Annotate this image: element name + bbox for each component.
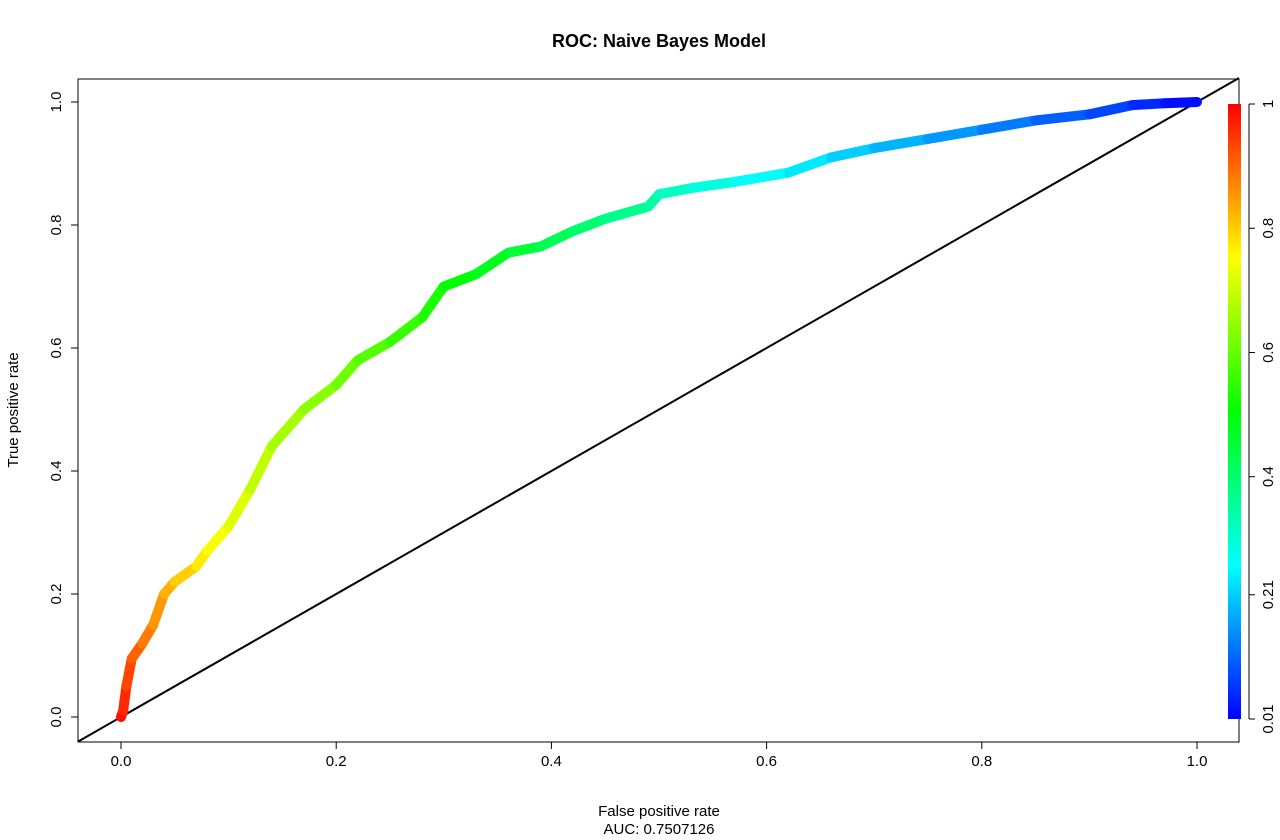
y-tick-label: 1.0 — [48, 92, 65, 113]
roc-point — [357, 359, 359, 361]
roc-segment — [729, 167, 794, 187]
diagonal-reference-line — [77, 77, 1240, 743]
roc-segment — [331, 355, 363, 390]
y-tick-label: 0.2 — [48, 584, 65, 605]
roc-point — [927, 138, 929, 140]
roc-point — [228, 525, 230, 527]
roc-point — [195, 565, 197, 567]
roc-segment — [567, 213, 611, 237]
roc-point — [572, 230, 574, 232]
colorbar-tick-label: 1 — [1260, 100, 1277, 108]
roc-point — [1164, 102, 1166, 104]
colorbar-tick-label: 0.21 — [1260, 580, 1277, 609]
roc-point — [830, 156, 832, 158]
roc-point — [152, 624, 154, 626]
roc-point — [1131, 104, 1133, 106]
y-axis-label: True positive rate — [5, 352, 22, 467]
roc-point — [303, 409, 305, 410]
roc-segment — [438, 269, 482, 292]
roc-segment — [976, 115, 1041, 135]
roc-segment — [1127, 98, 1170, 111]
roc-segment — [600, 201, 654, 224]
roc-point — [125, 685, 127, 687]
roc-point — [1035, 119, 1037, 121]
roc-point — [690, 187, 692, 189]
roc-point — [271, 445, 273, 447]
x-tick-label: 0.0 — [111, 753, 132, 770]
roc-point — [335, 384, 337, 386]
roc-segment — [266, 404, 309, 452]
roc-point — [787, 172, 789, 174]
colorbar-tick-label: 0.8 — [1260, 218, 1277, 239]
roc-point — [733, 181, 735, 183]
roc-point — [658, 193, 660, 195]
roc-point — [475, 273, 477, 275]
roc-segment — [245, 441, 277, 495]
y-tick-label: 0.4 — [48, 461, 65, 482]
x-tick-label: 0.2 — [326, 753, 347, 770]
y-tick-label: 0.0 — [48, 707, 65, 728]
roc-segment — [385, 312, 428, 347]
roc-point — [1088, 113, 1090, 115]
roc-segment — [923, 124, 987, 144]
roc-point — [540, 246, 542, 248]
roc-segment — [352, 336, 395, 366]
roc-point — [131, 658, 133, 660]
colorbar-tick-label: 0.6 — [1260, 342, 1277, 363]
roc-segment — [148, 589, 170, 630]
colorbar-axis: 0.01 0.21 0.4 0.6 0.8 1 — [1248, 100, 1277, 734]
roc-point — [443, 286, 445, 287]
x-axis-label: False positive rate — [598, 803, 720, 820]
roc-segment — [654, 183, 697, 200]
y-tick-label: 0.8 — [48, 215, 65, 236]
roc-segment — [535, 226, 578, 252]
roc-curve — [116, 97, 1202, 722]
roc-segment — [223, 484, 256, 532]
roc-point — [507, 252, 509, 254]
auc-label: AUC: 0.7507126 — [604, 821, 715, 838]
roc-point — [421, 316, 423, 318]
y-axis: 0.0 0.2 0.4 0.6 0.8 1.0 — [48, 92, 79, 728]
x-tick-label: 1.0 — [1187, 753, 1208, 770]
roc-point — [249, 488, 251, 490]
roc-segment — [686, 176, 740, 194]
chart-title: ROC: Naive Bayes Model — [552, 31, 766, 51]
roc-segment — [471, 247, 514, 280]
roc-segment — [417, 281, 449, 323]
roc-segment — [783, 152, 837, 178]
roc-point — [122, 710, 124, 712]
x-tick-label: 0.8 — [971, 753, 992, 770]
roc-segment — [1084, 100, 1138, 120]
x-tick-label: 0.4 — [541, 753, 562, 770]
colorbar-tick-label: 0.4 — [1260, 466, 1277, 487]
roc-segment — [1159, 97, 1202, 109]
roc-point — [873, 147, 875, 149]
roc-point — [120, 716, 122, 718]
colorbar-tick-label: 0.01 — [1260, 704, 1277, 733]
x-tick-label: 0.6 — [756, 753, 777, 770]
roc-point — [142, 642, 144, 644]
roc-point — [206, 550, 208, 552]
roc-segment — [202, 521, 234, 556]
roc-segment — [826, 143, 880, 163]
roc-point — [604, 218, 606, 220]
roc-point — [1196, 101, 1198, 103]
x-axis: 0.0 0.2 0.4 0.6 0.8 1.0 — [111, 741, 1208, 770]
roc-segment — [503, 241, 546, 258]
roc-point — [981, 129, 983, 131]
roc-segment — [298, 379, 342, 415]
roc-point — [174, 581, 176, 583]
y-tick-label: 0.6 — [48, 338, 65, 359]
roc-point — [647, 206, 649, 208]
roc-point — [389, 341, 391, 343]
roc-segment — [869, 133, 933, 154]
roc-point — [163, 593, 165, 595]
colorbar — [1228, 104, 1241, 719]
roc-segment — [1030, 109, 1095, 126]
